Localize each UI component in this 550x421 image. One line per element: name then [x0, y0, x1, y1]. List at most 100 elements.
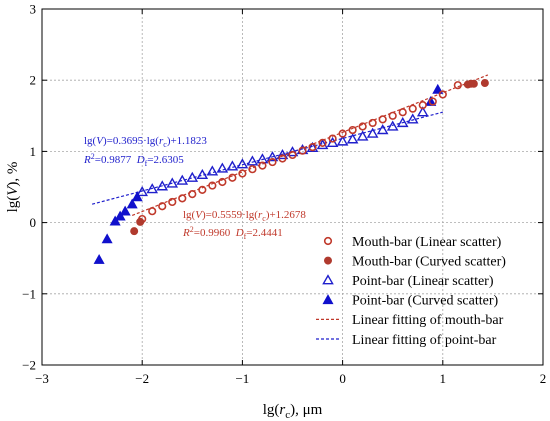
- data-point: [336, 135, 349, 146]
- eq-part: R: [83, 154, 91, 166]
- mouth-bar-fit-stats: R2=0.9960 Df=2.4441: [182, 225, 283, 241]
- data-point: [356, 130, 369, 141]
- data-point: [368, 118, 377, 128]
- data-point: [119, 205, 131, 216]
- data-point: [376, 124, 389, 135]
- data-point: [278, 154, 287, 163]
- x-axis-label-sub: c: [285, 409, 290, 421]
- x-tick-label: −3: [35, 371, 49, 386]
- data-point: [93, 254, 105, 264]
- mouth-bar-equation: lg(V)=0.5559·lg(rc)+1.2678: [183, 209, 306, 223]
- x-axis-label-post: ), μm: [290, 402, 323, 418]
- data-point: [178, 194, 187, 203]
- y-tick-label: 0: [30, 215, 37, 230]
- data-point: [328, 134, 337, 143]
- x-tick-label: −2: [135, 371, 149, 386]
- data-point: [418, 101, 427, 110]
- eq-part: lg(: [84, 135, 97, 147]
- data-point: [101, 233, 113, 244]
- data-point: [378, 115, 387, 124]
- point-bar-fit-stats: R2=0.9877 Df=2.6305: [83, 152, 184, 168]
- legend-marker: [323, 236, 333, 246]
- legend-label: Linear fitting of point-bar: [352, 333, 497, 348]
- data-point: [286, 146, 299, 157]
- data-point: [158, 202, 167, 211]
- x-axis-label-var: r: [279, 402, 285, 418]
- data-point: [469, 79, 478, 88]
- data-point: [238, 169, 247, 178]
- legend-label: Mouth-bar (Curved scatter): [352, 254, 506, 269]
- data-point: [386, 120, 399, 131]
- eq-part: =2.6305: [147, 154, 184, 166]
- data-point: [131, 191, 143, 202]
- data-point: [288, 150, 297, 160]
- data-point: [206, 165, 219, 176]
- eq-part: )+1.2678: [266, 209, 307, 221]
- data-point: [276, 148, 289, 160]
- data-point: [146, 183, 159, 194]
- data-point: [480, 79, 489, 88]
- data-point: [298, 146, 307, 155]
- y-tick-label: 2: [30, 73, 37, 88]
- data-point: [114, 210, 126, 221]
- eq-part: f: [244, 232, 247, 241]
- eq-part: V: [96, 135, 104, 147]
- data-point: [126, 198, 138, 209]
- eq-part: D: [136, 154, 145, 166]
- point-bar-equation: lg(V)=0.3695·lg(rc)+1.1823: [84, 135, 207, 149]
- legend-label: Linear fitting of mouth-bar: [352, 313, 504, 328]
- x-tick-label: 1: [440, 371, 447, 386]
- data-point: [256, 153, 269, 164]
- y-axis-label-post: ), %: [5, 162, 21, 187]
- data-point: [398, 108, 407, 117]
- data-point: [216, 162, 229, 173]
- data-point: [268, 157, 277, 167]
- data-point: [226, 160, 239, 171]
- eq-part: r: [159, 135, 164, 147]
- data-point: [148, 207, 157, 216]
- y-axis-label-var: V: [5, 185, 21, 196]
- eq-part: f: [145, 159, 148, 168]
- data-point: [156, 180, 169, 191]
- data-point: [425, 95, 437, 106]
- data-point: [188, 190, 197, 199]
- data-point: [338, 129, 347, 138]
- legend-label: Point-bar (Linear scatter): [352, 274, 494, 289]
- data-point: [346, 133, 359, 144]
- legend-marker: [323, 256, 332, 265]
- eq-part: =0.9877: [95, 154, 137, 166]
- data-point: [136, 185, 149, 197]
- data-point: [318, 138, 327, 147]
- x-tick-label: −1: [235, 371, 249, 386]
- data-point: [326, 136, 339, 148]
- data-point: [438, 90, 447, 99]
- legend-marker: [322, 294, 334, 305]
- legend: Mouth-bar (Linear scatter) Mouth-bar (Cur…: [316, 235, 506, 348]
- x-tick-label: 0: [339, 371, 346, 386]
- eq-part: V: [195, 209, 203, 221]
- legend-label: Point-bar (Curved scatter): [352, 294, 499, 309]
- data-point: [453, 81, 462, 90]
- data-point: [246, 155, 259, 166]
- eq-part: c: [163, 140, 167, 149]
- y-axis-label: lg(V), %: [5, 162, 21, 213]
- data-point: [348, 125, 357, 135]
- data-point: [236, 158, 249, 169]
- data-point: [428, 97, 437, 106]
- data-point: [130, 227, 139, 236]
- data-point: [248, 165, 257, 174]
- data-point: [396, 116, 409, 128]
- data-point: [416, 106, 429, 117]
- data-point: [109, 215, 121, 226]
- eq-part: lg(: [183, 209, 196, 221]
- eq-part: =2.4441: [246, 227, 282, 239]
- data-point: [358, 122, 367, 131]
- x-tick-label: 2: [540, 371, 547, 386]
- eq-part: R: [182, 227, 190, 239]
- x-axis-label: lg(rc), μm: [263, 402, 323, 421]
- data-point: [366, 127, 379, 138]
- y-tick-label: −2: [22, 358, 36, 373]
- y-tick-label: 3: [30, 2, 37, 17]
